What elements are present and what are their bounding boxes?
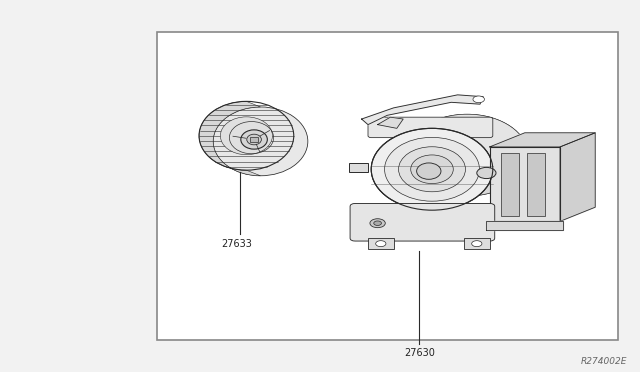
Polygon shape [378, 117, 403, 128]
Ellipse shape [399, 147, 465, 192]
FancyArrow shape [349, 163, 368, 172]
FancyBboxPatch shape [350, 203, 495, 241]
Bar [527, 153, 545, 216]
Bar [157, 32, 618, 340]
Bar [368, 238, 394, 249]
Polygon shape [362, 95, 483, 125]
Text: R274002E: R274002E [580, 357, 627, 366]
Polygon shape [560, 133, 595, 221]
Text: 27633: 27633 [221, 239, 252, 249]
Bar [464, 238, 490, 249]
FancyBboxPatch shape [250, 137, 258, 142]
Text: 27630: 27630 [404, 348, 435, 358]
Ellipse shape [385, 137, 479, 201]
Bar [490, 147, 560, 221]
Ellipse shape [220, 117, 273, 155]
Polygon shape [486, 221, 563, 230]
Circle shape [472, 241, 482, 247]
Circle shape [473, 96, 484, 103]
FancyBboxPatch shape [368, 117, 493, 138]
Circle shape [376, 241, 386, 247]
Circle shape [477, 167, 496, 179]
Ellipse shape [417, 163, 441, 179]
Circle shape [370, 219, 385, 228]
Ellipse shape [247, 134, 261, 145]
Ellipse shape [213, 107, 308, 176]
Circle shape [374, 221, 381, 225]
Ellipse shape [371, 128, 493, 210]
Polygon shape [371, 114, 528, 176]
Polygon shape [199, 101, 260, 176]
Polygon shape [490, 133, 595, 147]
Ellipse shape [241, 130, 268, 149]
Bar [501, 153, 519, 216]
Ellipse shape [406, 114, 528, 196]
Polygon shape [372, 162, 527, 210]
Ellipse shape [411, 155, 453, 183]
